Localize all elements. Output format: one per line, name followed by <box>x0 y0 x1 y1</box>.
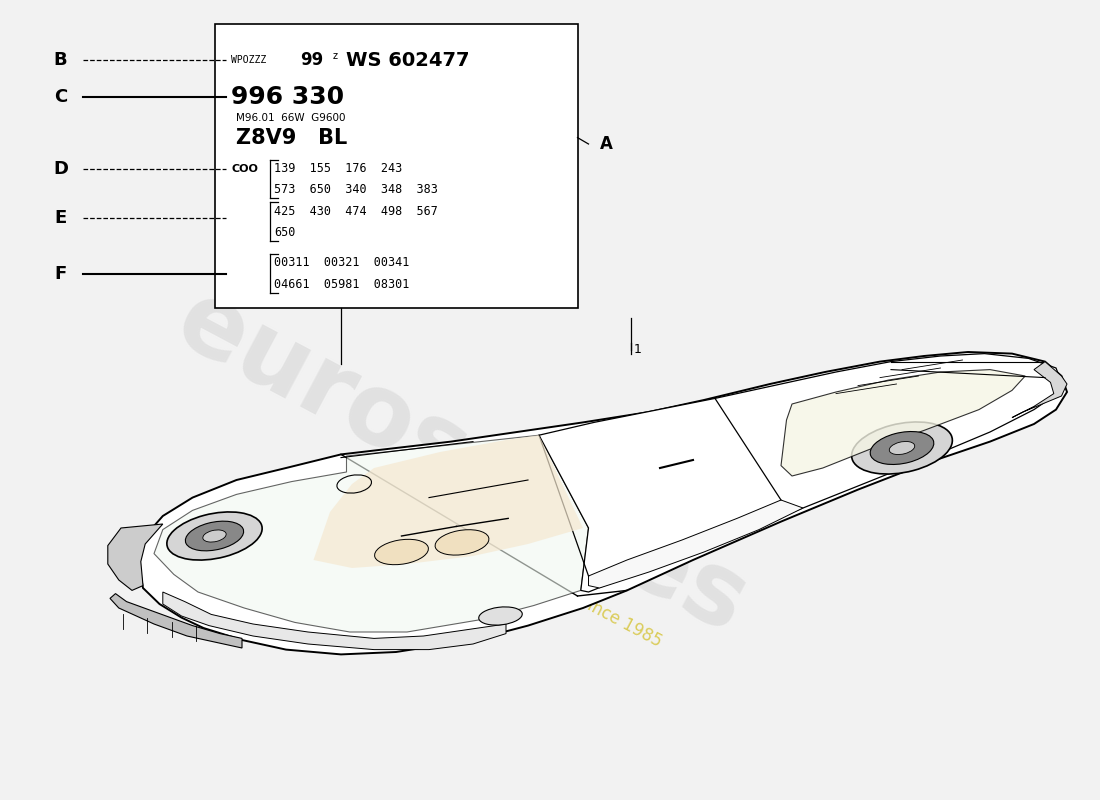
Text: A: A <box>600 135 613 153</box>
Text: WS 602477: WS 602477 <box>346 50 470 70</box>
Polygon shape <box>588 500 803 588</box>
Polygon shape <box>138 352 1067 654</box>
Ellipse shape <box>870 431 934 465</box>
Polygon shape <box>163 592 506 650</box>
Polygon shape <box>108 524 163 590</box>
Ellipse shape <box>202 530 227 542</box>
Text: eurospares: eurospares <box>161 273 763 655</box>
Text: 00311  00321  00341: 00311 00321 00341 <box>274 256 409 269</box>
Text: COO: COO <box>231 164 257 174</box>
Polygon shape <box>314 435 583 568</box>
Text: Z8V9   BL: Z8V9 BL <box>236 127 348 147</box>
Text: 139  155  176  243: 139 155 176 243 <box>274 162 403 175</box>
Text: a passion for parts since 1985: a passion for parts since 1985 <box>436 517 664 651</box>
Ellipse shape <box>889 442 915 454</box>
Text: 650: 650 <box>274 226 295 238</box>
Text: C: C <box>54 88 67 106</box>
Ellipse shape <box>375 539 428 565</box>
Ellipse shape <box>478 607 522 625</box>
Text: 04661  05981  08301: 04661 05981 08301 <box>274 278 409 290</box>
Text: 425  430  474  498  567: 425 430 474 498 567 <box>274 205 438 218</box>
Polygon shape <box>110 594 242 648</box>
Bar <box>214 24 578 308</box>
Text: F: F <box>54 265 67 282</box>
Polygon shape <box>154 435 588 632</box>
Polygon shape <box>539 354 1062 592</box>
Text: B: B <box>54 51 67 69</box>
Ellipse shape <box>436 530 488 555</box>
Text: 996 330: 996 330 <box>231 85 344 109</box>
Ellipse shape <box>167 512 262 560</box>
Text: z: z <box>332 51 338 61</box>
Text: 1: 1 <box>634 343 641 356</box>
Polygon shape <box>1012 362 1067 418</box>
Text: 99: 99 <box>300 51 323 69</box>
Polygon shape <box>781 370 1025 476</box>
Text: M96.01  66W  G9600: M96.01 66W G9600 <box>236 114 346 123</box>
Ellipse shape <box>186 521 243 551</box>
Ellipse shape <box>851 422 953 474</box>
Text: D: D <box>53 160 68 178</box>
Text: E: E <box>54 210 67 227</box>
Text: WPOZZZ: WPOZZZ <box>231 55 266 65</box>
Text: 573  650  340  348  383: 573 650 340 348 383 <box>274 183 438 196</box>
